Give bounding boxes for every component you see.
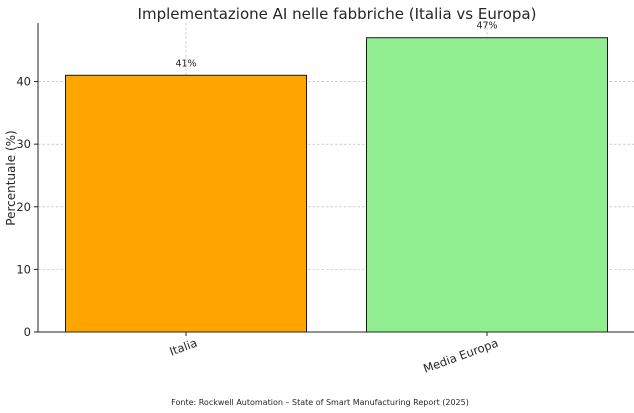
y-ticks: 0 10 20 30 40 (16, 75, 38, 339)
y-axis-label: Percentuale (%) (4, 130, 18, 225)
bars (65, 37, 608, 333)
chart-title: Implementazione AI nelle fabbriche (Ital… (138, 5, 537, 23)
x-ticks: Italia Media Europa (168, 332, 500, 376)
axes (37, 23, 634, 333)
y-tick-label: 40 (16, 75, 31, 89)
x-tick-label: Media Europa (421, 336, 500, 376)
y-tick-label: 10 (16, 262, 31, 276)
data-label: 41% (175, 58, 196, 69)
bar-media-europa (366, 37, 608, 333)
y-tick-label: 0 (24, 325, 31, 339)
bar-italia (65, 74, 307, 333)
x-tick-label: Italia (168, 336, 199, 359)
source-footnote: Fonte: Rockwell Automation – State of Sm… (171, 398, 469, 407)
y-tick-label: 20 (16, 200, 31, 214)
data-label: 47% (476, 21, 497, 32)
y-tick-label: 30 (16, 137, 31, 151)
data-labels: 41% 47% (175, 21, 497, 70)
